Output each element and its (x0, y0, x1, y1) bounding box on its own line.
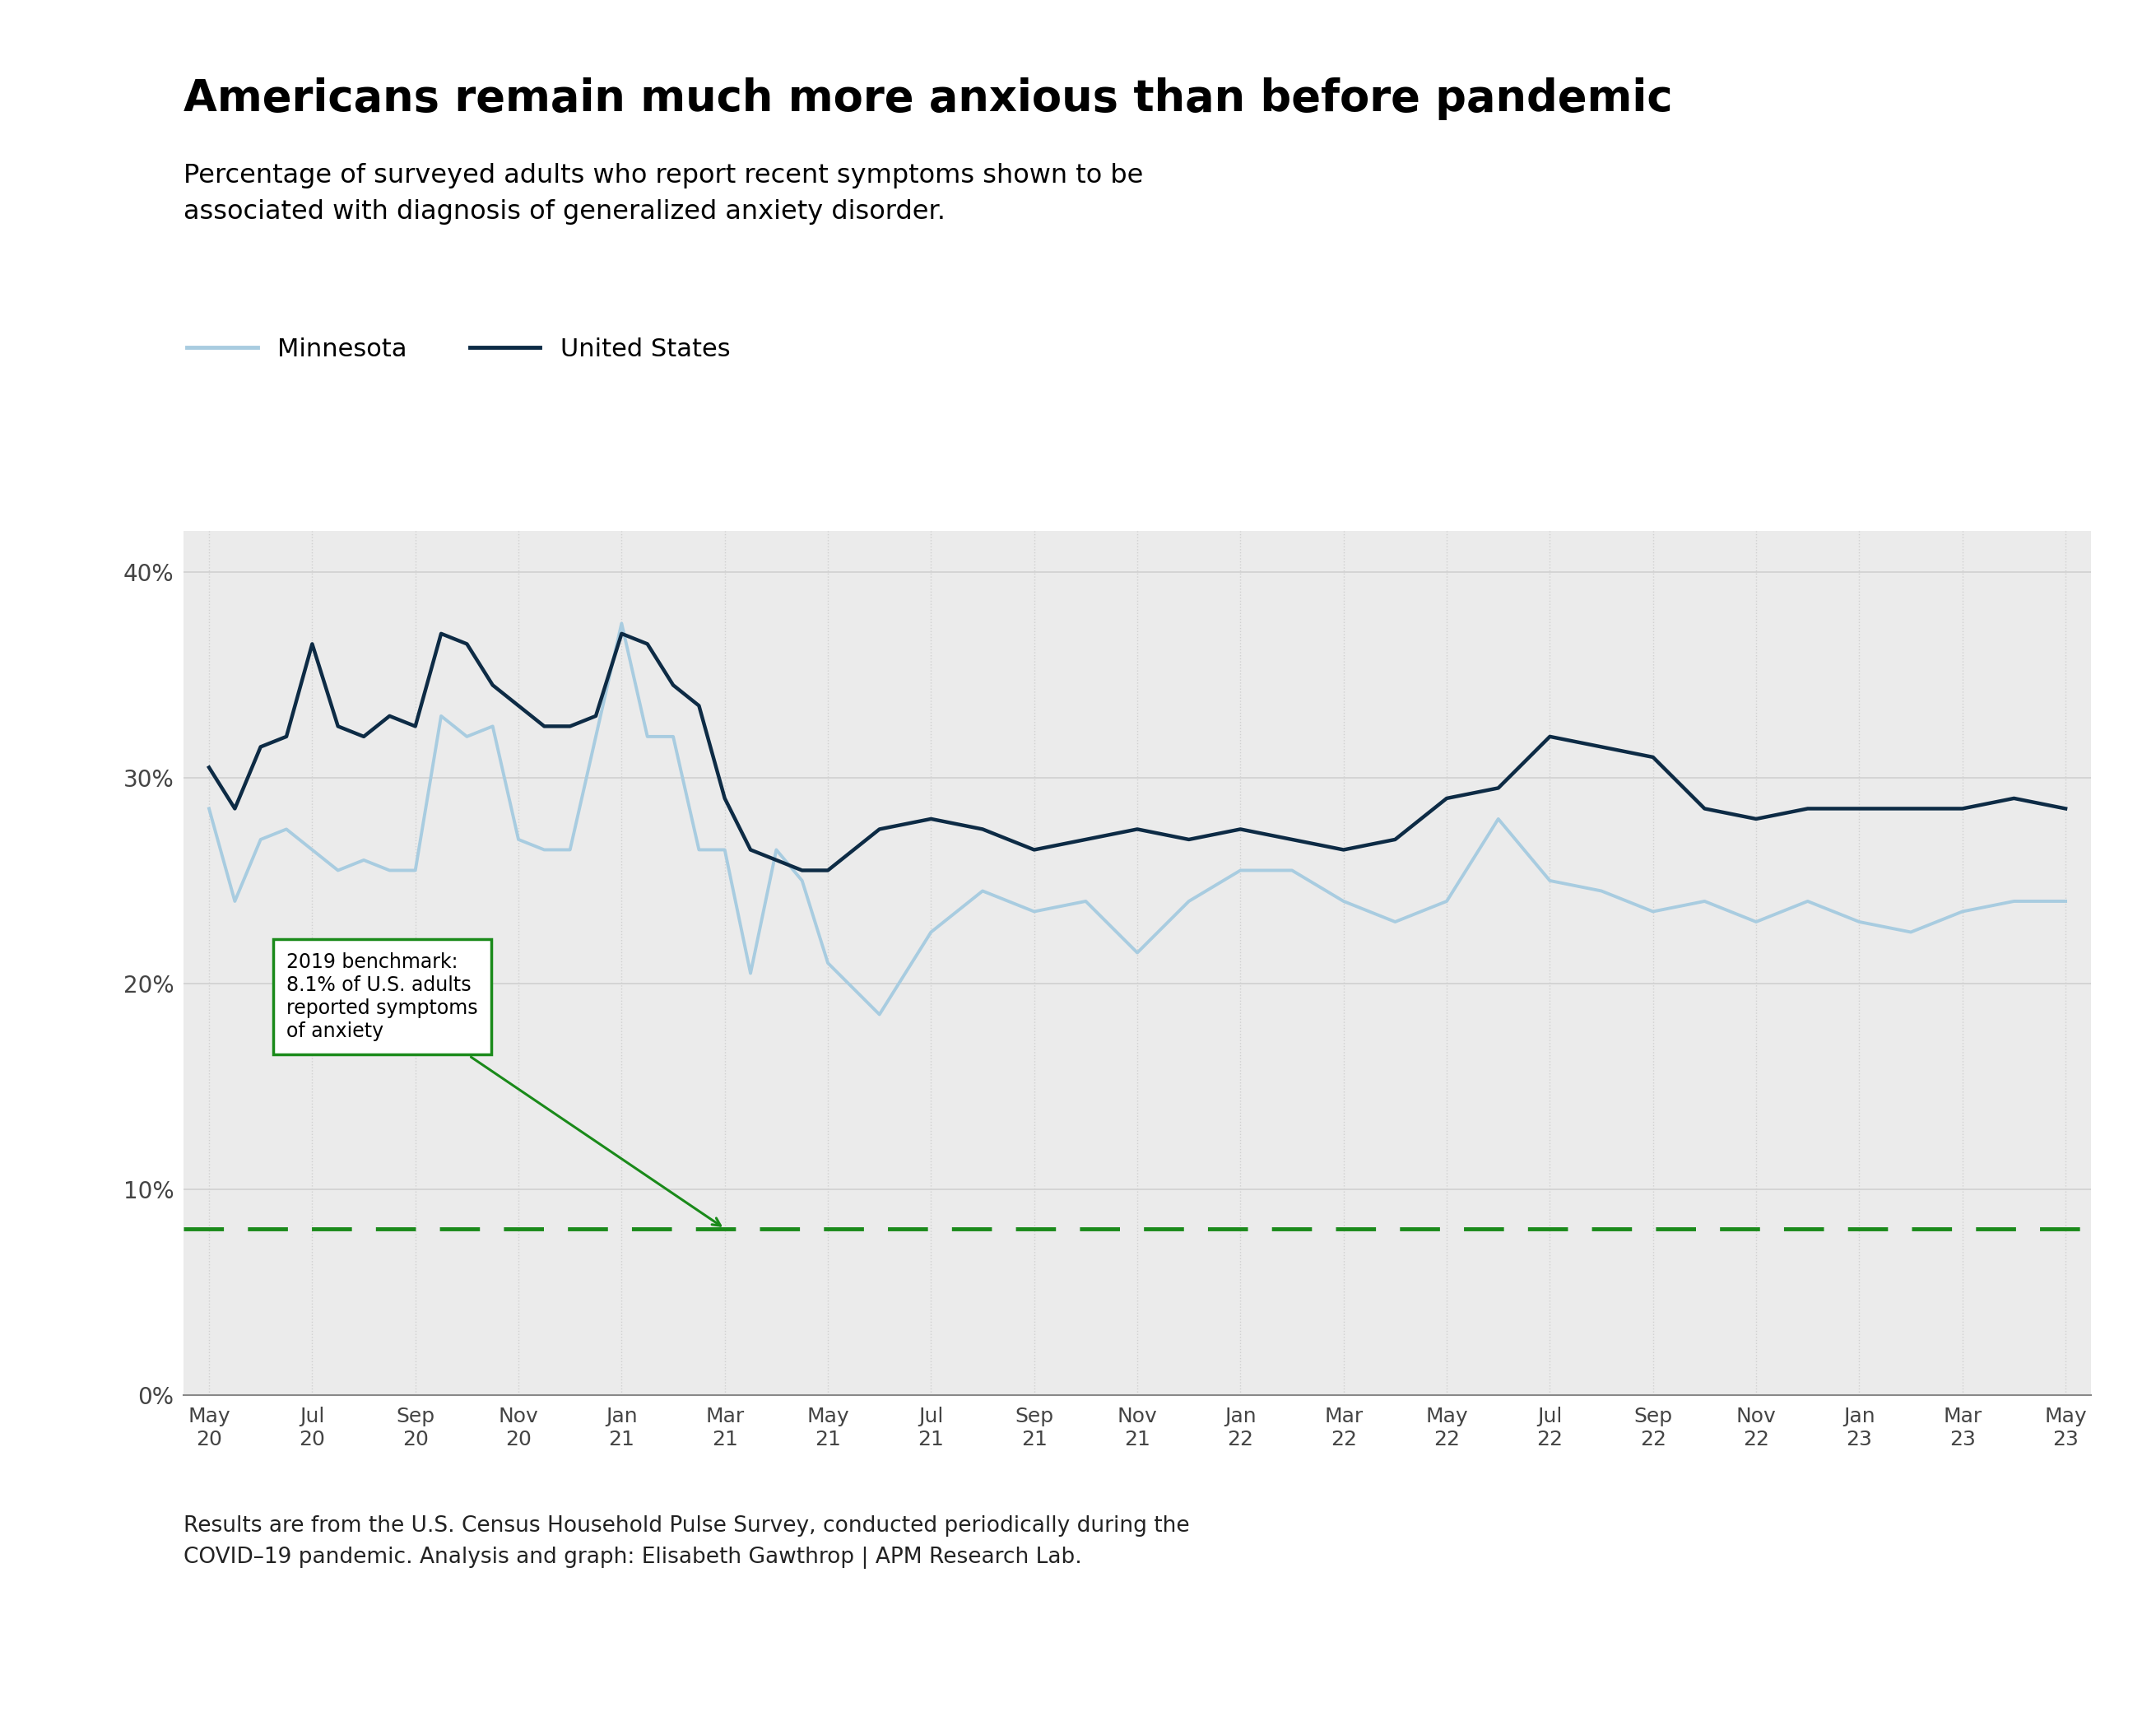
Legend: Minnesota, United States: Minnesota, United States (177, 327, 740, 372)
Text: Percentage of surveyed adults who report recent symptoms shown to be
associated : Percentage of surveyed adults who report… (183, 163, 1143, 224)
Text: 2019 benchmark:
8.1% of U.S. adults
reported symptoms
of anxiety: 2019 benchmark: 8.1% of U.S. adults repo… (287, 952, 720, 1226)
Text: Results are from the U.S. Census Household Pulse Survey, conducted periodically : Results are from the U.S. Census Househo… (183, 1515, 1190, 1568)
Text: Americans remain much more anxious than before pandemic: Americans remain much more anxious than … (183, 77, 1673, 120)
